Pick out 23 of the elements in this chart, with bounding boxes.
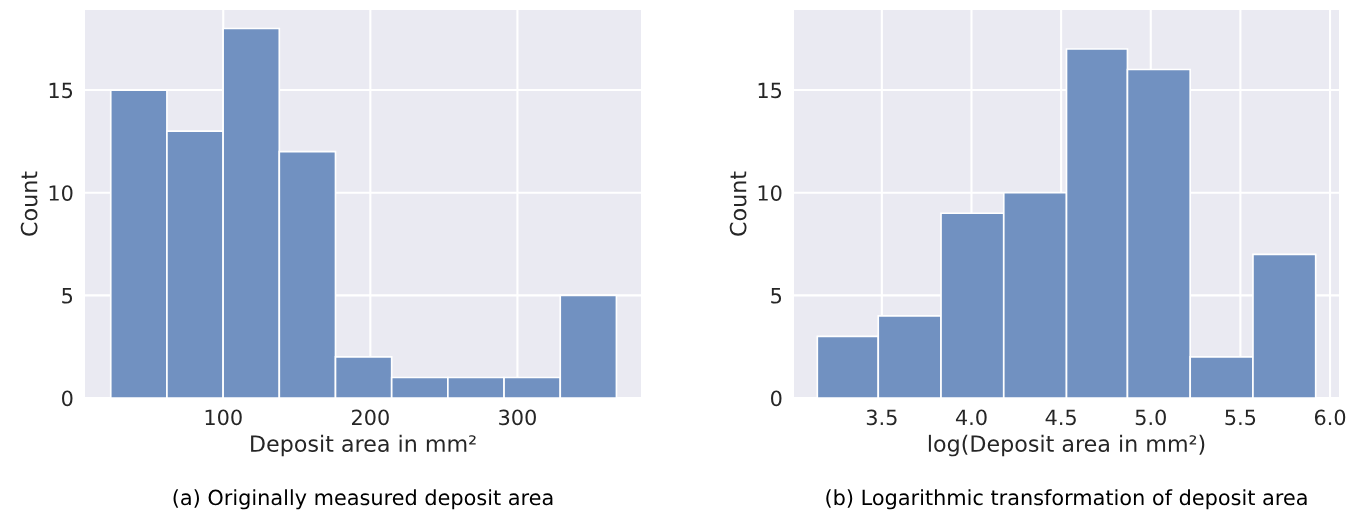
y-tick-label: 5 [771, 288, 782, 304]
x-tick-label: 5.5 [1225, 409, 1256, 426]
y-tick-label: 10 [49, 185, 73, 201]
x-tick-label: 3.5 [866, 409, 897, 426]
x-tick-label: 4.0 [955, 409, 987, 426]
x-axis-title: log(Deposit area in mm²) [928, 434, 1205, 457]
y-tick-label: 15 [758, 82, 782, 99]
y-tick-label: 10 [758, 185, 782, 201]
text: (b) Logarithmic transformation of deposit area [826, 489, 1307, 510]
y-axis-title: Count [729, 171, 747, 236]
x-tick-label: 6.0 [1314, 409, 1346, 426]
y-tick-label: 0 [771, 390, 782, 407]
y-tick-label: 0 [62, 390, 73, 407]
text: (a) Originally measured deposit area [173, 489, 553, 510]
y-tick-label: 15 [49, 82, 73, 99]
x-tick-label: 200 [352, 409, 389, 426]
x-tick-label: 100 [205, 409, 242, 426]
x-tick-label: 4.5 [1045, 409, 1076, 426]
x-axis-title: Deposit area in mm² [251, 434, 476, 457]
x-tick-label: 300 [499, 409, 536, 426]
y-axis-title: Count [20, 171, 38, 236]
y-tick-label: 5 [62, 288, 73, 304]
x-tick-label: 5.0 [1135, 409, 1166, 426]
